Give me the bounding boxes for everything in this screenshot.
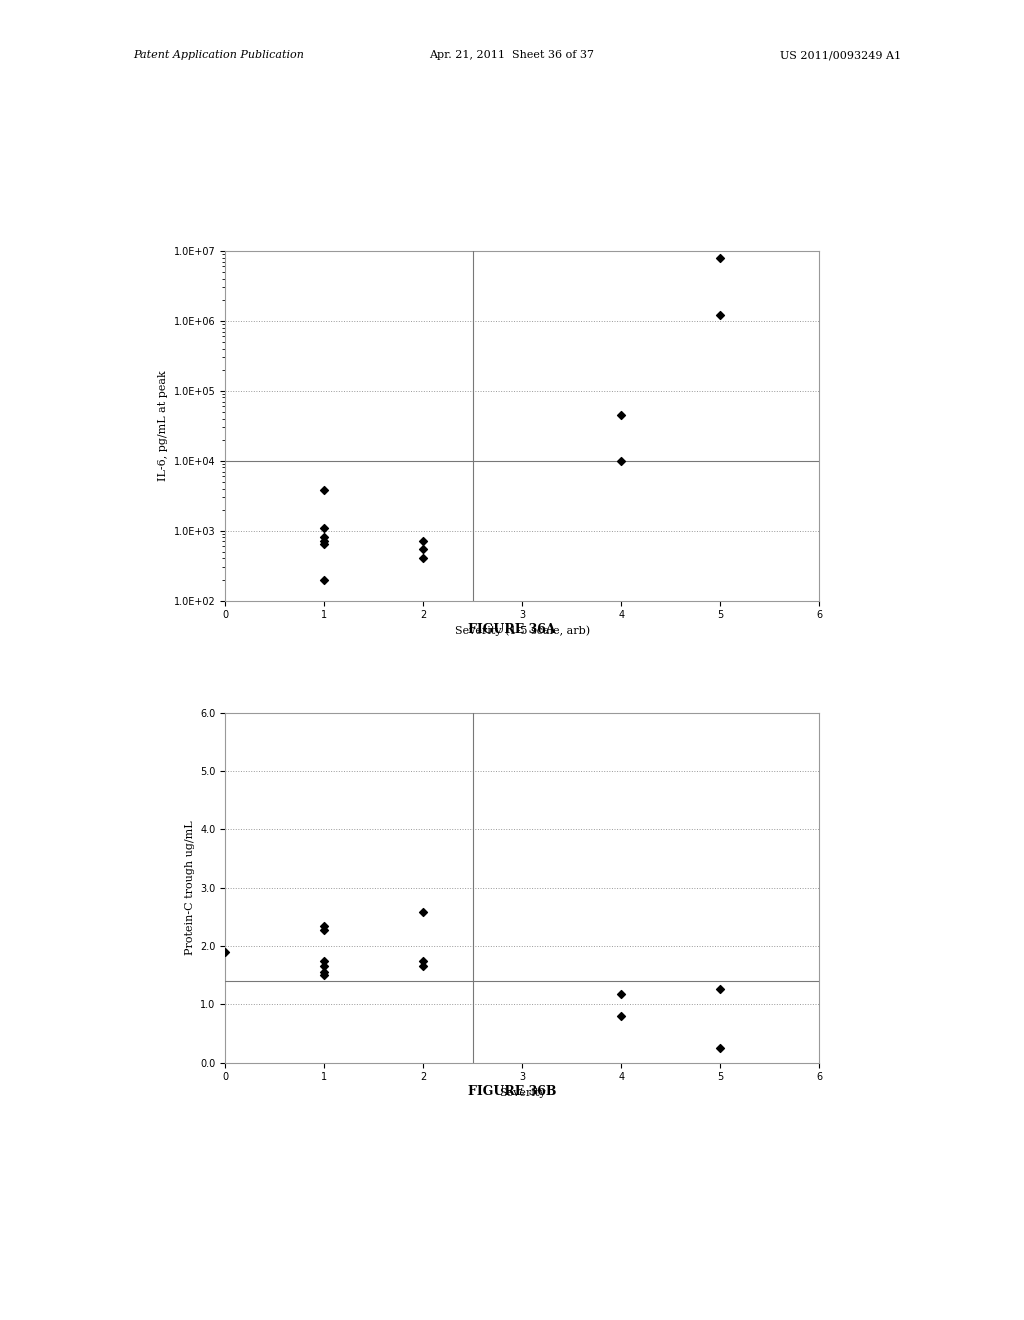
Point bbox=[712, 247, 728, 268]
Point bbox=[316, 915, 333, 936]
Text: FIGURE 36B: FIGURE 36B bbox=[468, 1085, 556, 1098]
Point bbox=[316, 962, 333, 983]
Point bbox=[316, 956, 333, 977]
Point bbox=[316, 531, 333, 552]
Y-axis label: IL-6, pg/mL at peak: IL-6, pg/mL at peak bbox=[159, 371, 168, 480]
Text: FIGURE 36A: FIGURE 36A bbox=[468, 623, 556, 636]
Point bbox=[415, 902, 431, 923]
Point bbox=[613, 983, 630, 1005]
Point bbox=[613, 404, 630, 425]
Point bbox=[316, 527, 333, 548]
Point bbox=[613, 450, 630, 471]
Point bbox=[316, 920, 333, 941]
Point bbox=[316, 569, 333, 590]
Y-axis label: Protein-C trough ug/mL: Protein-C trough ug/mL bbox=[184, 821, 195, 954]
Point bbox=[712, 978, 728, 999]
X-axis label: Severity: Severity bbox=[499, 1088, 546, 1098]
Point bbox=[316, 533, 333, 554]
Point bbox=[415, 531, 431, 552]
X-axis label: Severity (1-5 scale, arb): Severity (1-5 scale, arb) bbox=[455, 626, 590, 636]
Point bbox=[415, 950, 431, 972]
Point bbox=[316, 965, 333, 986]
Point bbox=[316, 479, 333, 500]
Point bbox=[712, 1038, 728, 1059]
Text: Apr. 21, 2011  Sheet 36 of 37: Apr. 21, 2011 Sheet 36 of 37 bbox=[429, 50, 595, 61]
Text: US 2011/0093249 A1: US 2011/0093249 A1 bbox=[780, 50, 901, 61]
Point bbox=[415, 539, 431, 560]
Point bbox=[415, 548, 431, 569]
Point bbox=[316, 950, 333, 972]
Point bbox=[712, 305, 728, 326]
Point bbox=[316, 517, 333, 539]
Text: Patent Application Publication: Patent Application Publication bbox=[133, 50, 304, 61]
Point bbox=[415, 956, 431, 977]
Point bbox=[217, 941, 233, 962]
Point bbox=[613, 1006, 630, 1027]
